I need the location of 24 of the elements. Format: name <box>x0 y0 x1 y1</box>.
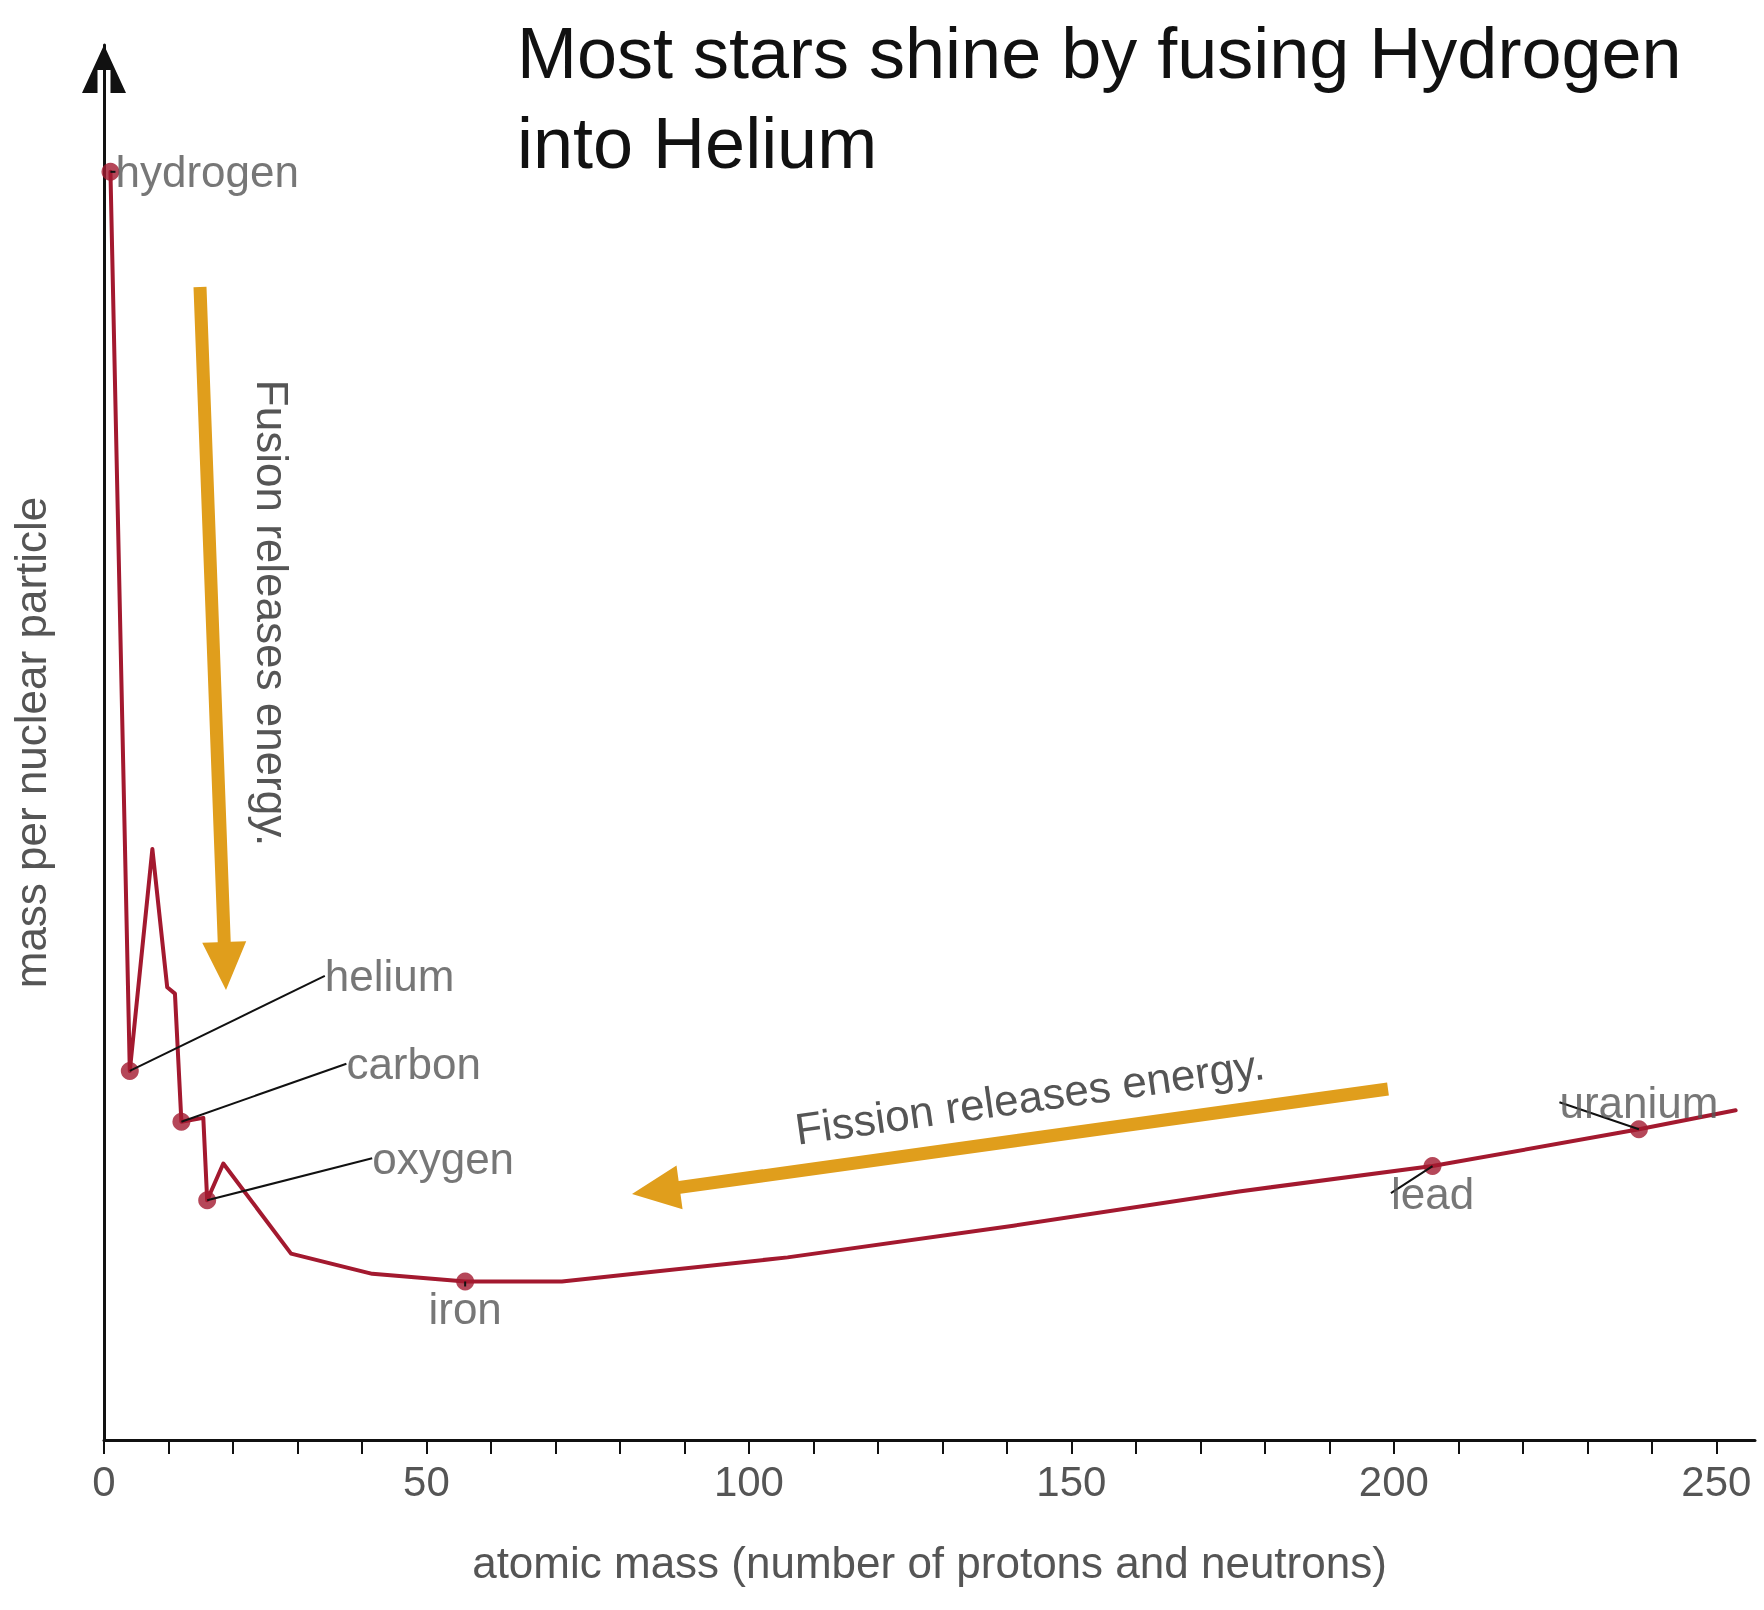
x-tick-label: 0 <box>92 1457 116 1505</box>
annotation: uranium <box>1559 1077 1719 1127</box>
y-axis-title: mass per nuclear particle <box>5 496 55 989</box>
point <box>120 1061 139 1080</box>
point <box>1423 1157 1442 1176</box>
x-tick-label: 250 <box>1681 1457 1752 1505</box>
point <box>172 1112 191 1131</box>
annotation: iron <box>428 1283 502 1333</box>
annotation: helium <box>324 951 455 1001</box>
x-axis-title: atomic mass (number of protons and neutrons) <box>472 1537 1387 1587</box>
x-tick-label: 50 <box>403 1457 450 1505</box>
annotation: carbon <box>346 1039 481 1089</box>
annotation: oxygen <box>372 1133 515 1183</box>
annotation: hydrogen <box>115 147 299 197</box>
x-tick-label: 100 <box>713 1457 784 1505</box>
x-tick-label: 200 <box>1358 1457 1429 1505</box>
annotation: Fission releases energy. <box>791 1039 1268 1155</box>
annotation: Fusion releases energy. <box>247 379 298 847</box>
point <box>198 1191 217 1210</box>
x-tick-label: 150 <box>1036 1457 1107 1505</box>
point <box>456 1272 475 1291</box>
chart-title: Most stars shine by fusing Hydrogen into Helium <box>517 12 1683 185</box>
annotation: lead <box>1390 1168 1475 1218</box>
point <box>1629 1120 1648 1139</box>
